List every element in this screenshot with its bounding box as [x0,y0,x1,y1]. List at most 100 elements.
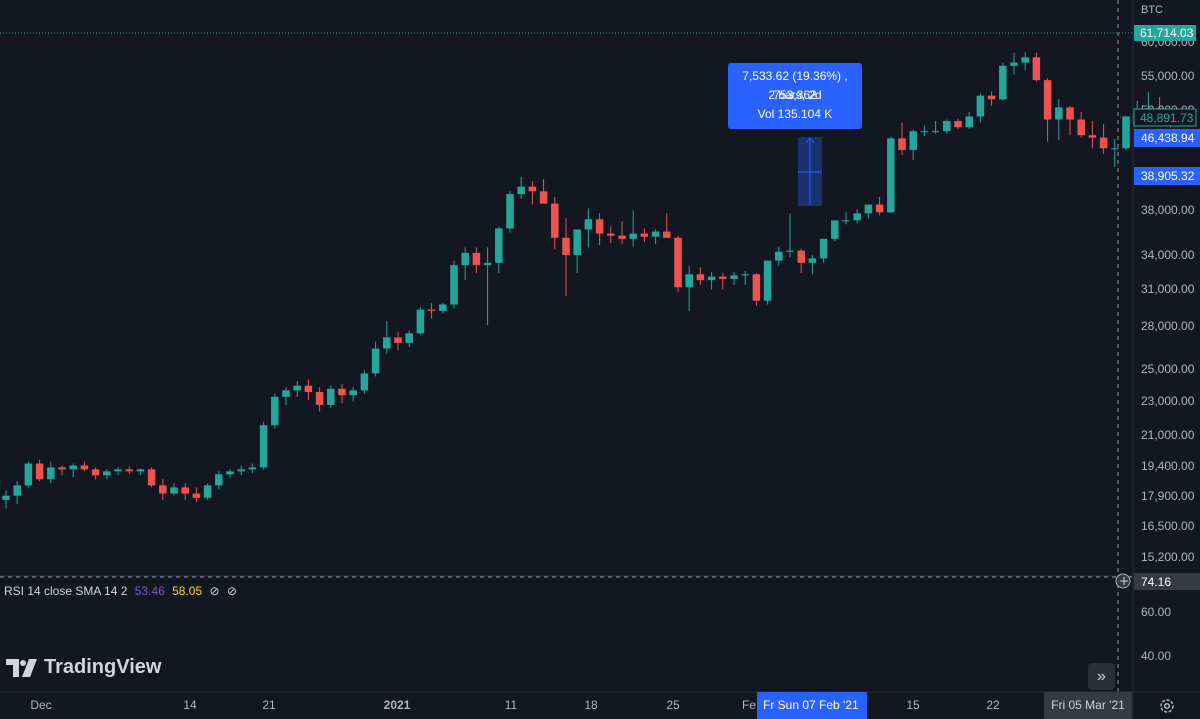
time-axis-label: 14 [183,698,197,712]
candle-body [427,309,436,311]
measure-tooltip-line3: Vol 135.104 K [757,107,833,121]
candle-body [539,191,548,204]
candle-body [842,220,850,222]
rsi-axis[interactable]: 60.00 40.00 [1141,605,1171,663]
price-axis-label: 19,400.00 [1141,459,1195,473]
candle-body [394,337,402,343]
rsi-crosshair-badge-bg [1134,573,1200,590]
candle-body [696,274,705,281]
time-axis-label: Fe [742,698,756,712]
candle-body [707,276,716,281]
tradingview-logo-icon [6,658,37,677]
rsi-legend[interactable]: RSI 14 close SMA 14 2 53.46 58.05 ⊘ ⊘ [4,584,241,598]
rsi-crosshair-badge: 74.16 [1141,575,1171,589]
price-axis-label: 25,000.00 [1141,362,1195,376]
candle-body [1111,148,1119,150]
candle-body [663,231,671,238]
tradingview-logo-text: TradingView [44,656,162,678]
candle-body [775,251,783,261]
candle-body [35,463,44,480]
candle-body [685,274,693,288]
candle-body [1010,62,1018,66]
candle-body [730,275,738,279]
candle-body [136,469,145,472]
measure-bottom-badge: 38,905.32 [1141,169,1195,183]
rsi-legend-title[interactable]: RSI 14 close SMA 14 2 [4,584,128,598]
price-axis-label: 16,500.00 [1141,519,1195,533]
candle-body [752,274,761,301]
candle-body [999,65,1007,100]
candle-body [651,231,660,237]
candle-body [483,262,492,266]
candle-body [203,485,212,498]
price-badges: 61,714.03 48,891.73 46,438.94 38,905.32 … [1115,25,1200,590]
candle-body [13,485,21,496]
symbol-label: BTC [1141,4,1163,16]
candle-body [573,229,581,256]
candle-body [24,463,33,486]
candle-body [528,186,537,192]
last-price-badge: 48,891.73 [1140,111,1194,125]
candle-body [931,131,940,133]
candle-body [293,385,301,391]
candle-body [1077,119,1085,136]
candle-body [80,465,89,470]
end-time-label: Fri 05 Mar '21 [1044,692,1132,719]
time-axis-label: 11 [505,698,518,712]
candle-body [282,390,290,397]
candle-body [360,373,369,391]
candle-body [147,469,156,486]
price-axis-label: 55,000.00 [1141,69,1195,83]
tradingview-logo[interactable]: TradingView [6,656,161,679]
candle-body [763,260,772,301]
candle-body [954,121,962,128]
candle-body [439,304,447,311]
high-price-badge: 61,714.03 [1140,26,1194,40]
candle-body [69,465,77,470]
candle-body [226,471,234,475]
scroll-to-realtime-button[interactable]: » [1088,663,1115,690]
candle-body [271,396,279,426]
candle-body [640,233,649,237]
time-axis[interactable]: Dec 14 21 2021 11 18 25 Fe 15 22 [30,698,1000,712]
candle-body [125,469,133,472]
candle-body [416,309,425,334]
candle-body [91,469,100,476]
price-axis-label: 21,000.00 [1141,428,1195,442]
candle-body [629,233,637,239]
price-axis-label: 23,000.00 [1141,394,1195,408]
add-plus-icon[interactable] [1115,573,1131,589]
candle-body [1043,80,1052,120]
measure-bottom-badge-bg [1134,167,1200,185]
time-axis-label: 2021 [384,698,411,712]
time-axis-label: 22 [986,698,1000,712]
candle-body [864,204,873,214]
candle-body [237,469,245,472]
gear-icon[interactable] [1158,697,1176,715]
candle-body [192,493,201,498]
double-chevron-right-icon: » [1097,667,1106,685]
candle-body [607,233,615,236]
candle-body [472,252,481,266]
candle-body [47,467,55,480]
candle-body [181,487,189,494]
time-axis-label: 25 [666,698,680,712]
price-axis-label: 17,900.00 [1141,489,1195,503]
candle-body [741,274,749,276]
crosshair-time-label: Fr Sun 07 Feb '21 [757,692,867,719]
time-axis-label: 21 [262,698,276,712]
price-axis-label: 15,200.00 [1141,550,1195,564]
candle-body [797,250,805,263]
candle-body [887,138,895,213]
candle-body [965,116,973,128]
candle-body [1066,107,1074,120]
price-axis-label: 34,000.00 [1141,248,1195,262]
candle-body [943,121,951,132]
candle-body [170,487,178,494]
candle-body [618,235,626,239]
candle-body [215,474,223,486]
na-icon-1: ⊘ [209,584,220,598]
candle-body [909,131,917,150]
candle-body [1099,137,1108,149]
